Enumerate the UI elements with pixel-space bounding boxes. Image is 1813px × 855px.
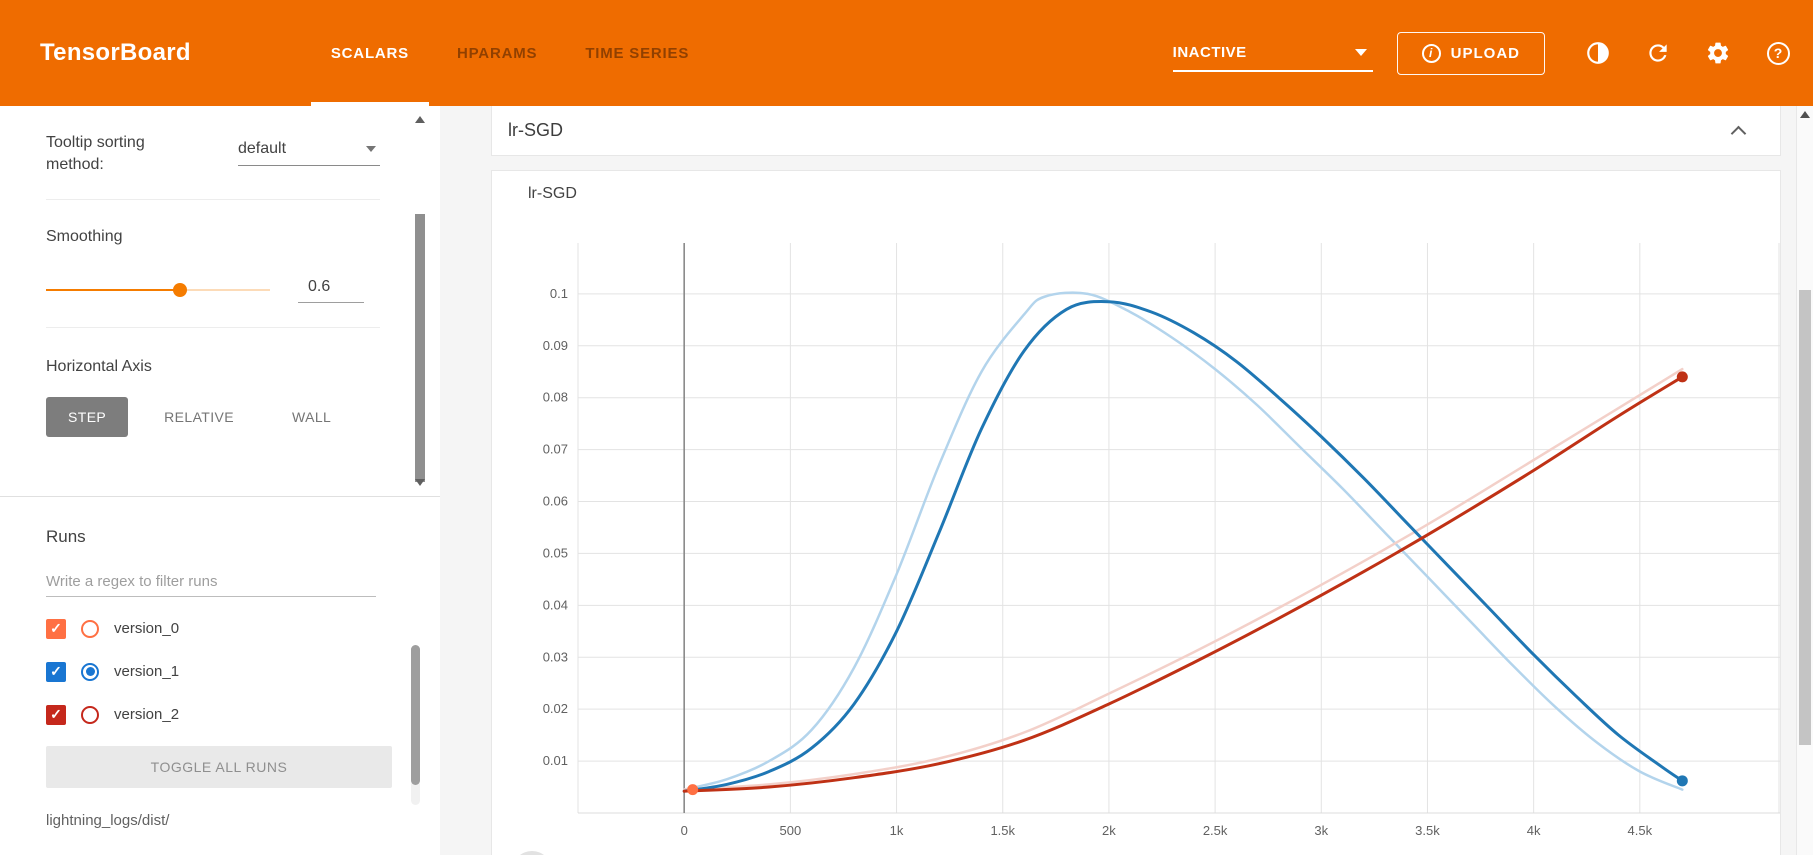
- runs-title: Runs: [46, 527, 86, 546]
- svg-text:0.09: 0.09: [543, 338, 568, 353]
- svg-text:0: 0: [681, 823, 688, 838]
- collapse-chevron-icon[interactable]: [1730, 125, 1747, 141]
- run-checkbox[interactable]: ✓: [46, 661, 66, 682]
- toggle-all-runs-button[interactable]: TOGGLE ALL RUNS: [46, 746, 392, 788]
- scalar-chart-card: lr-SGD 0 500 1k 1.5k 2k 2.5k 3k 3.5k 4k 4.5k 0.01 0…: [491, 170, 1781, 855]
- svg-text:1.5k: 1.5k: [990, 823, 1015, 838]
- info-icon: i: [1421, 43, 1441, 63]
- dashboard-tabs: SCALARS HPARAMS TIME SERIES: [310, 0, 717, 106]
- main-area: lr-SGD lr-SGD 0 500 1k 1.5k 2k 2.5k 3k 3.5k 4k 4.…: [440, 106, 1796, 855]
- tab-time-series[interactable]: TIME SERIES: [585, 44, 690, 62]
- settings-pane: Tooltip sorting method: default Smoothin…: [0, 106, 440, 497]
- run-row-version-0[interactable]: ✓ version_0: [46, 607, 394, 650]
- slider-fill: [46, 289, 181, 292]
- svg-text:2.5k: 2.5k: [1203, 823, 1228, 838]
- run-name: version_2: [114, 706, 180, 723]
- scalar-group-header[interactable]: lr-SGD: [491, 106, 1781, 156]
- scrollbar-thumb[interactable]: [1799, 290, 1811, 745]
- svg-text:3.5k: 3.5k: [1415, 823, 1440, 838]
- scalar-group-title: lr-SGD: [508, 120, 563, 140]
- runs-list: ✓ version_0 ✓ version_1 ✓ version_2: [46, 607, 394, 736]
- settings-gear-icon[interactable]: [1705, 40, 1731, 66]
- run-radio-selected[interactable]: [81, 662, 99, 681]
- run-name: version_1: [114, 663, 180, 680]
- divider: [46, 199, 380, 201]
- scroll-down-arrow-icon[interactable]: [415, 479, 425, 486]
- help-icon[interactable]: ?: [1765, 40, 1791, 66]
- smoothing-label: Smoothing: [46, 228, 123, 246]
- svg-text:500: 500: [780, 823, 802, 838]
- upload-button[interactable]: i UPLOAD: [1396, 31, 1545, 75]
- svg-text:0.04: 0.04: [543, 597, 568, 612]
- check-icon: ✓: [50, 620, 62, 636]
- chevron-down-icon: [366, 146, 376, 152]
- reload-status-dropdown[interactable]: INACTIVE: [1172, 44, 1373, 72]
- svg-text:3k: 3k: [1314, 823, 1328, 838]
- help-glyph: ?: [1766, 41, 1790, 65]
- tab-hparams[interactable]: HPARAMS: [456, 44, 538, 62]
- runs-pane: Runs ✓ version_0 ✓ version_1 ✓ version_2: [0, 527, 440, 829]
- header-right: INACTIVE i UPLOAD: [1172, 31, 1813, 75]
- run-name: version_0: [114, 620, 180, 637]
- svg-text:0.1: 0.1: [550, 286, 568, 301]
- radio-dot: [85, 667, 95, 676]
- axis-wall-button[interactable]: WALL: [292, 409, 332, 426]
- smoothing-slider-thumb[interactable]: [173, 283, 188, 298]
- svg-text:4k: 4k: [1527, 823, 1541, 838]
- refresh-icon[interactable]: [1645, 40, 1671, 66]
- settings-scrollbar[interactable]: [414, 114, 426, 488]
- run-row-version-2[interactable]: ✓ version_2: [46, 693, 394, 736]
- svg-text:0.02: 0.02: [543, 701, 568, 716]
- check-icon: ✓: [50, 663, 62, 679]
- tooltip-sorting-label: Tooltip sorting method:: [46, 134, 145, 173]
- scroll-up-arrow-icon[interactable]: [1797, 106, 1813, 123]
- tooltip-sorting-select[interactable]: default: [238, 140, 380, 166]
- svg-text:0.05: 0.05: [543, 545, 568, 560]
- chart-toolbar: [492, 851, 1780, 855]
- header-icons: ?: [1585, 40, 1791, 66]
- svg-text:2k: 2k: [1102, 823, 1116, 838]
- smoothing-value-field[interactable]: 0.6: [298, 278, 364, 303]
- reload-status-label: INACTIVE: [1172, 44, 1247, 61]
- svg-text:0.06: 0.06: [543, 494, 568, 509]
- run-checkbox[interactable]: ✓: [46, 704, 66, 725]
- dark-mode-icon[interactable]: [1585, 40, 1611, 66]
- runs-filter-input[interactable]: [46, 567, 376, 597]
- upload-label: UPLOAD: [1450, 44, 1520, 62]
- smoothing-slider[interactable]: [46, 283, 270, 298]
- check-icon: ✓: [50, 706, 62, 722]
- scroll-up-arrow-icon[interactable]: [415, 116, 425, 123]
- tensorboard-logo[interactable]: TensorBoard: [40, 39, 191, 66]
- divider: [46, 326, 380, 328]
- svg-text:0.01: 0.01: [543, 753, 568, 768]
- chart-title: lr-SGD: [528, 185, 577, 202]
- run-row-version-1[interactable]: ✓ version_1: [46, 650, 394, 693]
- page-scrollbar[interactable]: [1796, 106, 1813, 855]
- content: Tooltip sorting method: default Smoothin…: [0, 106, 1813, 855]
- chevron-down-icon: [1354, 49, 1367, 56]
- axis-step-button[interactable]: STEP: [46, 397, 129, 438]
- axis-relative-button[interactable]: RELATIVE: [164, 409, 235, 426]
- chart-action-button[interactable]: [512, 851, 552, 855]
- svg-text:0.08: 0.08: [543, 390, 568, 405]
- scrollbar-thumb[interactable]: [415, 214, 425, 482]
- logdir-path: lightning_logs/dist/: [46, 812, 170, 829]
- app-header: TensorBoard SCALARS HPARAMS TIME SERIES …: [0, 0, 1813, 106]
- scrollbar-thumb[interactable]: [411, 645, 420, 785]
- svg-text:0.07: 0.07: [543, 442, 568, 457]
- svg-text:1k: 1k: [890, 823, 904, 838]
- run-radio[interactable]: [81, 619, 99, 638]
- svg-text:0.03: 0.03: [543, 649, 568, 664]
- svg-text:4.5k: 4.5k: [1628, 823, 1653, 838]
- tooltip-sorting-value: default: [238, 140, 287, 157]
- scalar-line-chart[interactable]: 0 500 1k 1.5k 2k 2.5k 3k 3.5k 4k 4.5k 0.01 0.02 0.03…: [492, 213, 1780, 847]
- runs-scrollbar[interactable]: [411, 645, 420, 805]
- run-checkbox[interactable]: ✓: [46, 618, 66, 639]
- tab-scalars[interactable]: SCALARS: [310, 0, 430, 106]
- horizontal-axis-label: Horizontal Axis: [46, 357, 152, 375]
- run-radio[interactable]: [81, 705, 99, 724]
- sidebar: Tooltip sorting method: default Smoothin…: [0, 106, 440, 855]
